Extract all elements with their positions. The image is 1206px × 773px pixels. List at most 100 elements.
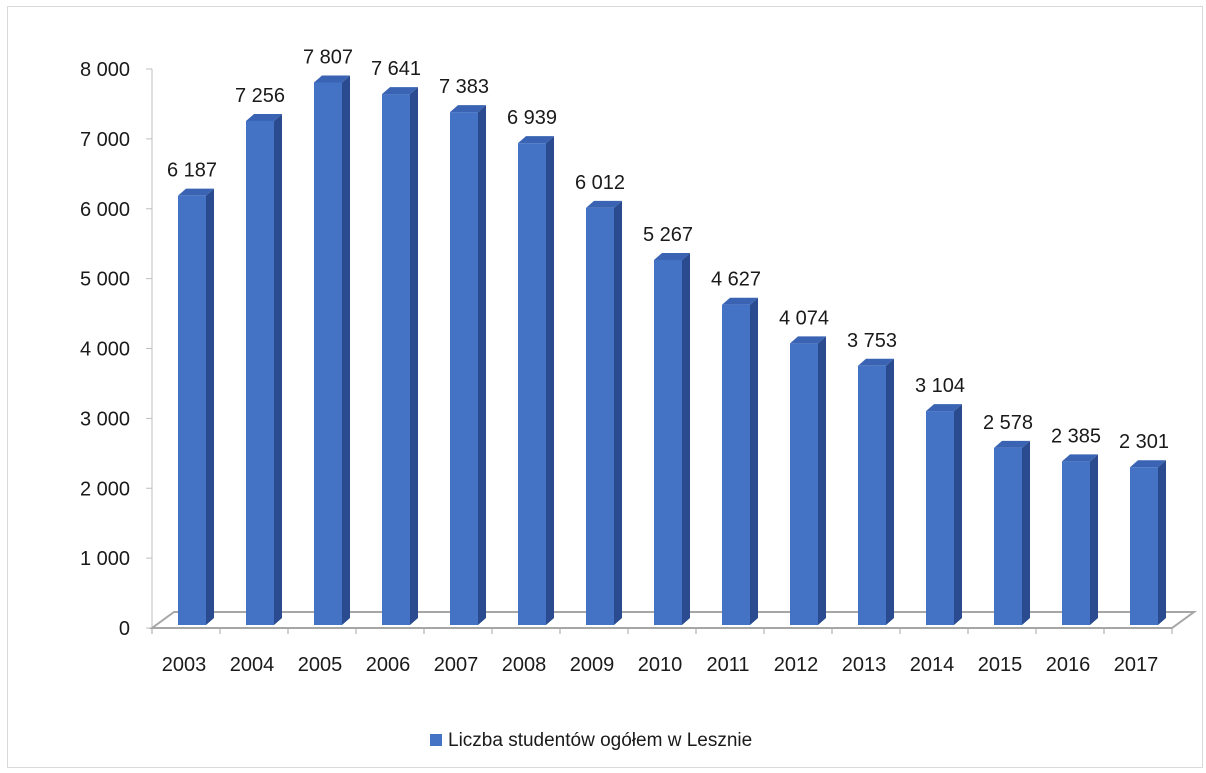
bar-series xyxy=(178,75,1166,626)
bar-2013 xyxy=(858,358,894,625)
data-label: 2 301 xyxy=(1119,431,1169,453)
bar-side xyxy=(682,252,690,625)
bar-front xyxy=(1062,461,1090,625)
bar-side xyxy=(410,87,418,625)
bar-side xyxy=(818,336,826,625)
y-tick-label: 2 000 xyxy=(80,478,130,500)
bar-side xyxy=(342,75,350,625)
bar-2004 xyxy=(246,113,282,625)
bar-top xyxy=(722,297,758,305)
data-label: 4 074 xyxy=(779,307,829,329)
bar-top xyxy=(450,105,486,113)
x-axis-labels: 2003 2004 2005 2006 2007 2008 2009 2010 2011 2012… xyxy=(162,654,1159,676)
y-tick-label: 6 000 xyxy=(80,199,130,221)
y-tick-label: 7 000 xyxy=(80,129,130,151)
bar-side xyxy=(1022,440,1030,625)
x-tick-label: 2008 xyxy=(502,654,547,676)
bar-front xyxy=(586,207,614,625)
bar-top xyxy=(586,200,622,208)
bar-front xyxy=(314,82,342,625)
bar-top xyxy=(246,113,282,121)
bar-front xyxy=(1130,467,1158,625)
bar-side xyxy=(886,358,894,625)
bar-top xyxy=(654,252,690,260)
bar-front xyxy=(382,94,410,625)
bar-2011 xyxy=(722,297,758,625)
x-tick-label: 2006 xyxy=(366,654,411,676)
legend: Liczba studentów ogółem w Lesznie xyxy=(430,730,752,751)
data-label: 3 104 xyxy=(915,375,965,397)
x-tick-label: 2005 xyxy=(298,654,343,676)
bar-2017 xyxy=(1130,460,1166,625)
bar-top xyxy=(1062,454,1098,462)
bar-front xyxy=(790,343,818,625)
bar-top xyxy=(382,87,418,95)
y-axis: 0 1 000 2 000 3 000 4 000 5 000 6 000 7 000 8 00… xyxy=(80,59,153,640)
bar-side xyxy=(954,404,962,625)
bar-2010 xyxy=(654,252,690,625)
bar-front xyxy=(926,411,954,625)
y-tick-label: 8 000 xyxy=(80,59,130,81)
bar-front xyxy=(178,195,206,625)
bar-2012 xyxy=(790,336,826,625)
bar-side xyxy=(750,297,758,625)
y-tick-label: 1 000 xyxy=(80,548,130,570)
bar-side xyxy=(206,188,214,625)
bar-2009 xyxy=(586,200,622,625)
bar-2003 xyxy=(178,188,214,625)
bar-2007 xyxy=(450,105,486,626)
x-tick-label: 2003 xyxy=(162,654,207,676)
legend-label: Liczba studentów ogółem w Lesznie xyxy=(448,730,752,751)
bar-side xyxy=(478,105,486,626)
y-tick-label: 5 000 xyxy=(80,269,130,291)
bar-2016 xyxy=(1062,454,1098,625)
bar-front xyxy=(994,447,1022,625)
bar-front xyxy=(518,143,546,625)
x-tick-label: 2010 xyxy=(638,654,683,676)
bar-top xyxy=(1130,460,1166,468)
data-label: 6 012 xyxy=(575,172,625,194)
bar-front xyxy=(450,112,478,626)
data-label: 7 256 xyxy=(235,85,285,107)
y-tick-label: 0 xyxy=(119,618,130,640)
bar-front xyxy=(722,304,750,625)
x-tick-label: 2004 xyxy=(230,654,275,676)
bar-front xyxy=(858,365,886,625)
data-label: 7 807 xyxy=(303,46,353,68)
bar-side xyxy=(274,113,282,625)
data-label: 2 578 xyxy=(983,412,1033,434)
x-tick-label: 2014 xyxy=(910,654,955,676)
x-tick-label: 2009 xyxy=(570,654,615,676)
bar-top xyxy=(926,404,962,412)
y-tick-label: 4 000 xyxy=(80,339,130,361)
bar-side xyxy=(1158,460,1166,625)
x-tick-label: 2013 xyxy=(842,654,887,676)
bar-2008 xyxy=(518,136,554,625)
bar-side xyxy=(614,200,622,625)
x-tick-label: 2016 xyxy=(1046,654,1091,676)
data-label: 7 641 xyxy=(371,58,421,80)
data-label: 4 627 xyxy=(711,269,761,291)
data-label: 2 385 xyxy=(1051,425,1101,447)
y-tick-label: 3 000 xyxy=(80,408,130,430)
bar-side xyxy=(546,136,554,625)
bar-top xyxy=(314,75,350,83)
x-tick-label: 2012 xyxy=(774,654,819,676)
x-tick-label: 2011 xyxy=(706,654,749,676)
bar-top xyxy=(518,136,554,144)
bar-2005 xyxy=(314,75,350,625)
bar-side xyxy=(1090,454,1098,625)
legend-swatch xyxy=(430,734,442,746)
bar-2006 xyxy=(382,87,418,625)
bar-2015 xyxy=(994,440,1030,625)
data-label: 3 753 xyxy=(847,330,897,352)
data-label: 7 383 xyxy=(439,76,489,98)
bar-top xyxy=(858,358,894,366)
x-tick-label: 2017 xyxy=(1114,654,1159,676)
x-tick-label: 2015 xyxy=(978,654,1023,676)
bar-top xyxy=(178,188,214,196)
data-label: 6 939 xyxy=(507,107,557,129)
bar-2014 xyxy=(926,404,962,625)
bar-front xyxy=(654,259,682,625)
